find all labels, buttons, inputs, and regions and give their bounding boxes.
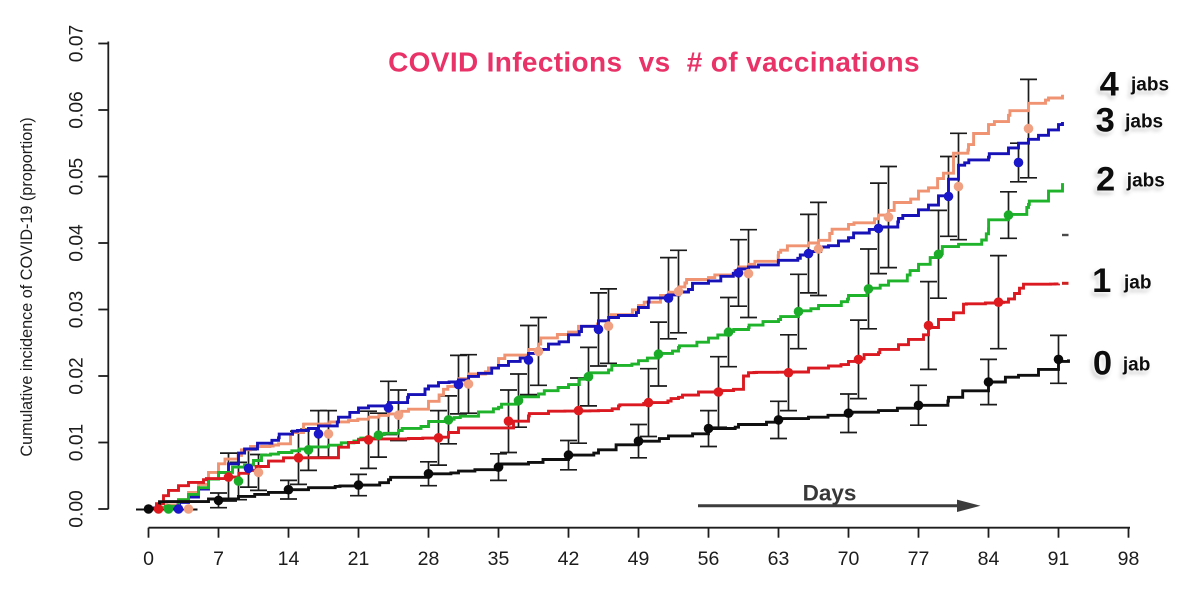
svg-text:28: 28 [418,548,440,570]
svg-text:0.01: 0.01 [67,424,88,462]
svg-text:0.07: 0.07 [67,25,88,63]
svg-text:jab: jab [1122,355,1150,376]
svg-text:98: 98 [1118,548,1140,570]
svg-text:1: 1 [1092,262,1111,300]
svg-text:56: 56 [698,548,720,570]
svg-text:0.00: 0.00 [67,490,88,528]
svg-text:21: 21 [348,548,370,570]
svg-text:4: 4 [1100,65,1119,103]
svg-text:0.06: 0.06 [67,91,88,129]
svg-text:Cumulative incidence of COVID-: Cumulative incidence of COVID-19 (propor… [18,117,36,456]
svg-text:70: 70 [838,548,860,570]
svg-text:0.02: 0.02 [67,357,88,395]
svg-text:77: 77 [908,548,930,570]
svg-text:84: 84 [978,548,1000,570]
svg-text:COVID Infections vs # of vac: COVID Infections vs # of vaccinations [388,47,920,78]
svg-text:Days: Days [803,481,857,506]
svg-text:63: 63 [768,548,790,570]
svg-text:14: 14 [278,548,300,570]
svg-text:35: 35 [488,548,510,570]
svg-text:7: 7 [213,548,224,570]
svg-text:0: 0 [1093,345,1112,383]
svg-text:jab: jab [1123,272,1151,293]
svg-text:42: 42 [558,548,580,570]
svg-text:0.05: 0.05 [67,158,88,196]
svg-text:0.03: 0.03 [67,291,88,329]
svg-text:3: 3 [1096,101,1115,139]
svg-text:49: 49 [628,548,650,570]
svg-text:jabs: jabs [1130,75,1169,96]
svg-text:0.04: 0.04 [67,224,88,262]
svg-text:91: 91 [1048,548,1070,570]
svg-text:jabs: jabs [1126,170,1165,191]
svg-text:0: 0 [143,548,154,570]
svg-text:jabs: jabs [1124,112,1163,133]
svg-text:2: 2 [1096,160,1115,198]
